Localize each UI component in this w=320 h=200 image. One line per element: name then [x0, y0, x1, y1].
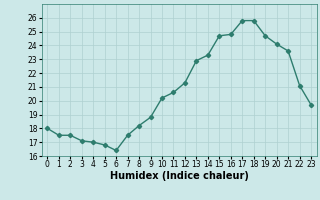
X-axis label: Humidex (Indice chaleur): Humidex (Indice chaleur)	[110, 171, 249, 181]
